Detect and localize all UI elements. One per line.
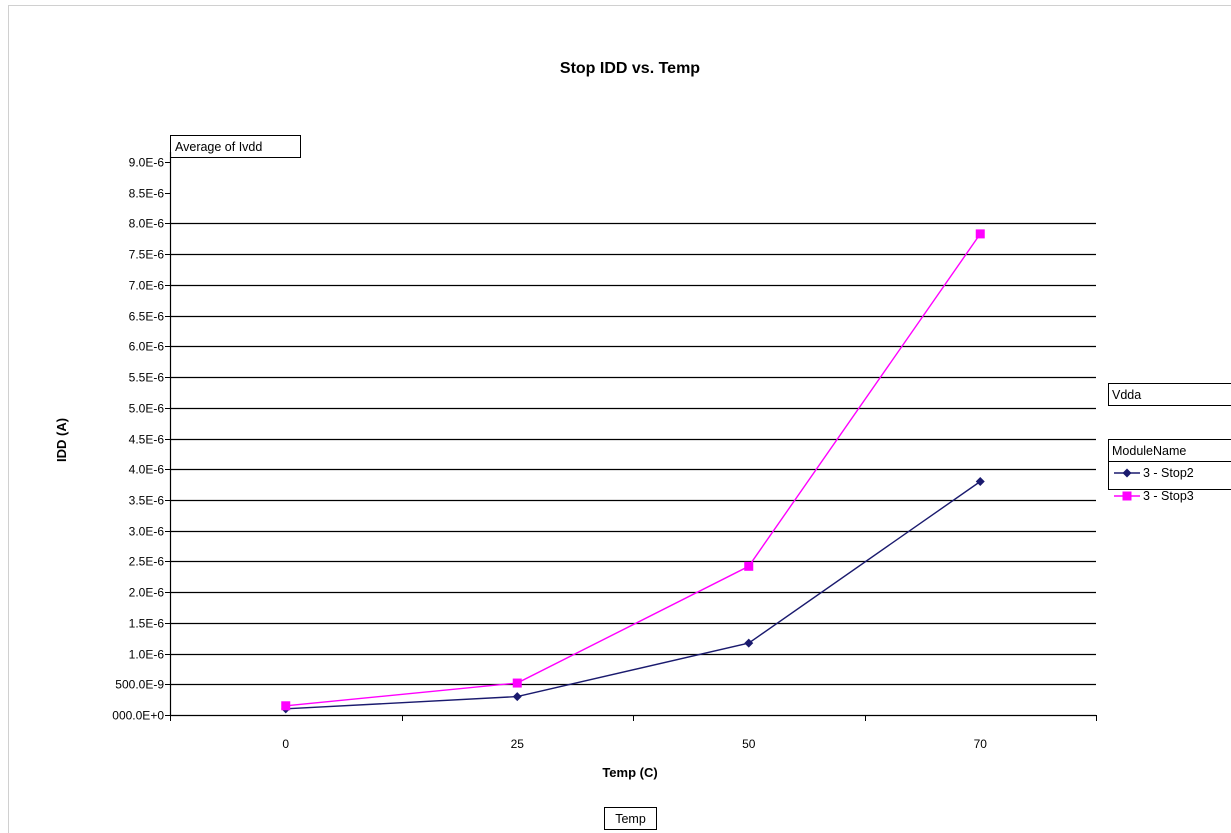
series-field-label-vdda: Vdda xyxy=(1112,388,1141,402)
series-3-stop3 xyxy=(281,229,985,711)
y-tick-label: 500.0E-9 xyxy=(115,678,164,692)
y-axis-title: IDD (A) xyxy=(54,418,69,462)
y-tick-label: 4.0E-6 xyxy=(129,463,165,477)
x-tick-label: 0 xyxy=(282,737,289,751)
y-tick-label: 6.5E-6 xyxy=(129,310,165,324)
x-tick-label: 25 xyxy=(511,737,525,751)
data-point xyxy=(744,561,754,571)
data-field-label: Average of Ivdd xyxy=(175,140,262,154)
legend-entry: 3 - Stop2 xyxy=(1114,466,1194,480)
data-point xyxy=(512,692,522,702)
x-tick-labels: 0 25 50 70 xyxy=(282,737,987,751)
legend: Vdda ModuleName 3 - Stop2 3 - Stop3 xyxy=(1108,383,1231,503)
series-field-label-modulename: ModuleName xyxy=(1112,444,1186,458)
data-point xyxy=(281,701,291,711)
y-tick-label: 000.0E+0 xyxy=(112,709,164,723)
x-axis-title: Temp (C) xyxy=(602,765,657,780)
legend-marker xyxy=(1122,491,1132,501)
y-tick-label: 8.0E-6 xyxy=(129,217,165,231)
legend-label: 3 - Stop3 xyxy=(1143,489,1194,503)
grid-lines xyxy=(165,162,1096,716)
category-field-button[interactable]: Temp xyxy=(604,807,657,830)
series-3-stop2 xyxy=(281,477,985,714)
series-layer xyxy=(281,229,985,714)
y-tick-label: 8.5E-6 xyxy=(129,187,165,201)
y-tick-label: 7.5E-6 xyxy=(129,248,165,262)
data-field-button[interactable]: Average of Ivdd xyxy=(170,135,301,158)
chart-title: Stop IDD vs. Temp xyxy=(560,60,700,77)
series-line xyxy=(285,480,981,710)
y-tick-label: 2.0E-6 xyxy=(129,586,165,600)
y-tick-label: 5.0E-6 xyxy=(129,402,165,416)
y-tick-label: 5.5E-6 xyxy=(129,371,165,385)
data-point xyxy=(975,477,985,487)
category-field-label: Temp xyxy=(615,812,646,826)
y-tick-label: 4.5E-6 xyxy=(129,433,165,447)
chart-frame xyxy=(8,5,1231,833)
series-field-button-vdda[interactable] xyxy=(1108,383,1231,406)
axes xyxy=(169,152,1097,721)
y-tick-label: 3.5E-6 xyxy=(129,494,165,508)
y-tick-label: 1.5E-6 xyxy=(129,617,165,631)
y-tick-label: 1.0E-6 xyxy=(129,648,165,662)
series-line xyxy=(285,233,981,707)
x-tick-label: 50 xyxy=(742,737,756,751)
x-tick-label: 70 xyxy=(974,737,988,751)
y-tick-label: 9.0E-6 xyxy=(129,156,165,170)
y-tick-label: 7.0E-6 xyxy=(129,279,165,293)
legend-label: 3 - Stop2 xyxy=(1143,466,1194,480)
data-point xyxy=(512,678,522,688)
y-tick-label: 6.0E-6 xyxy=(129,340,165,354)
y-tick-label: 3.0E-6 xyxy=(129,525,165,539)
data-point xyxy=(744,638,754,648)
y-tick-label: 2.5E-6 xyxy=(129,555,165,569)
legend-marker xyxy=(1122,468,1132,478)
legend-entry: 3 - Stop3 xyxy=(1114,489,1194,503)
y-tick-labels: 000.0E+0 500.0E-9 1.0E-6 1.5E-6 2.0E-6 2.5E-6… xyxy=(112,156,164,723)
data-point xyxy=(975,229,985,239)
